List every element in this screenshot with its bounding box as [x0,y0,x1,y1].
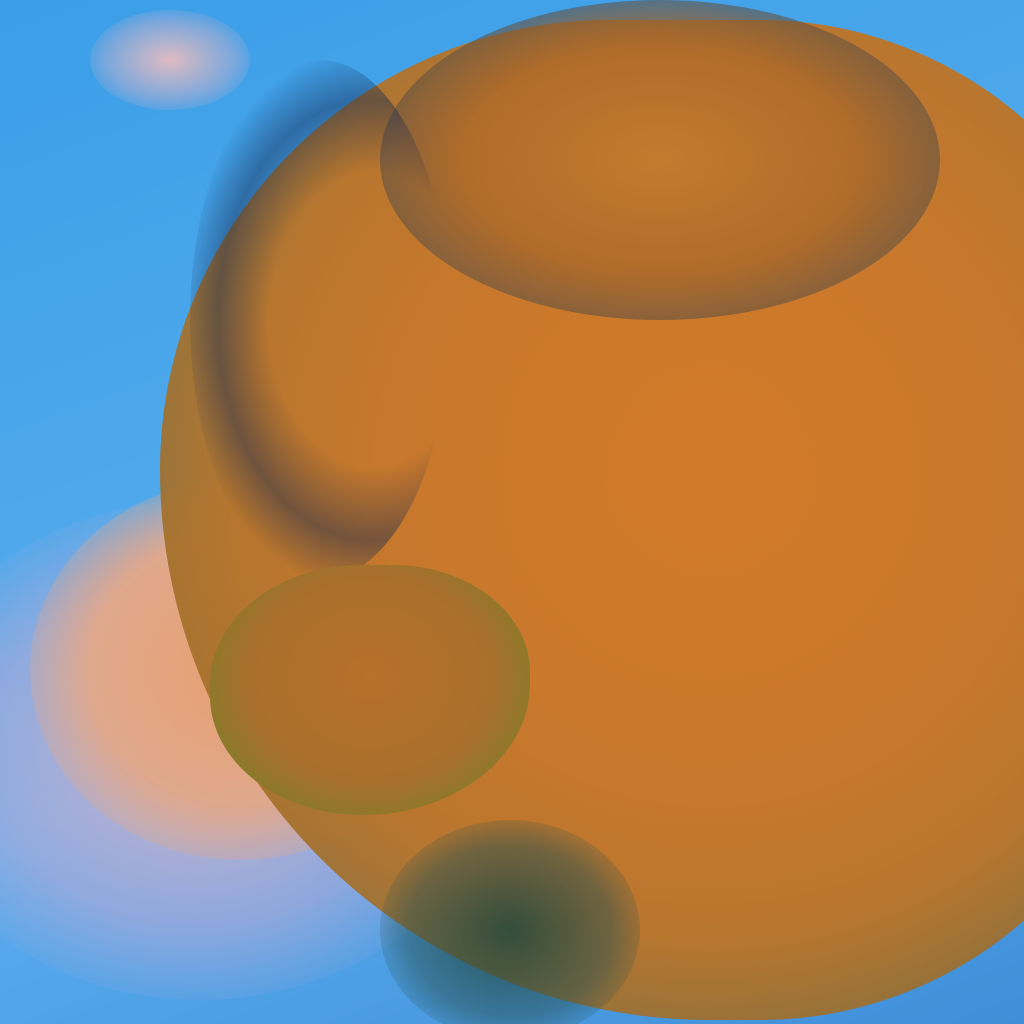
southern-dark-region [380,820,640,1024]
small-cloud [90,10,250,110]
northern-cloud-region [380,0,940,320]
dark-cloud-edge [190,60,450,580]
heart-shaped-cloud-region [210,565,530,815]
